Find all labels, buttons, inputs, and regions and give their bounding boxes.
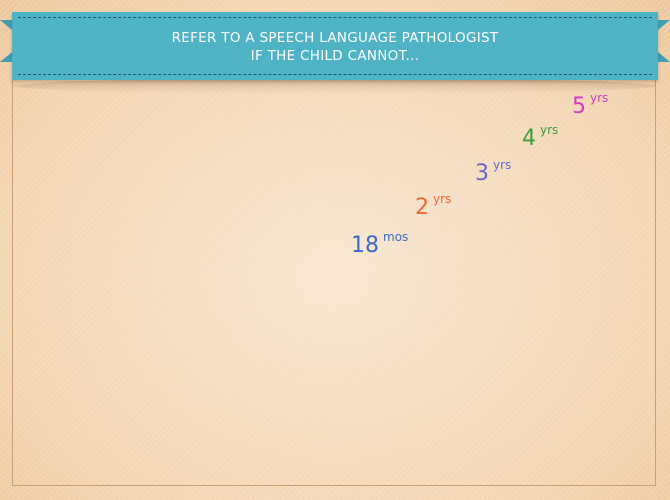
banner-title-line-1: REFER TO A SPEECH LANGUAGE PATHOLOGIST xyxy=(171,30,499,46)
title-banner: REFER TO A SPEECH LANGUAGE PATHOLOGIST I… xyxy=(12,12,658,80)
banner-title-line-2: IF THE CHILD CANNOT... xyxy=(250,48,420,64)
age-unit: yrs xyxy=(433,192,452,206)
age-unit: yrs xyxy=(590,91,609,105)
age-label-2-yrs: 2 yrs xyxy=(415,192,451,220)
banner-title: REFER TO A SPEECH LANGUAGE PATHOLOGIST I… xyxy=(12,29,658,65)
age-label-4-yrs: 4 yrs xyxy=(522,123,558,151)
age-unit: yrs xyxy=(493,158,512,172)
banner-shadow xyxy=(14,78,656,94)
age-number: 18 xyxy=(351,233,379,258)
age-unit: yrs xyxy=(540,123,559,137)
age-unit: mos xyxy=(383,230,409,244)
age-number: 3 xyxy=(475,161,489,186)
age-label-5-yrs: 5 yrs xyxy=(572,91,608,119)
age-label-18-mos: 18 mos xyxy=(351,230,408,258)
age-label-3-yrs: 3 yrs xyxy=(475,158,511,186)
age-number: 2 xyxy=(415,195,429,220)
age-number: 4 xyxy=(522,126,536,151)
age-number: 5 xyxy=(572,94,586,119)
